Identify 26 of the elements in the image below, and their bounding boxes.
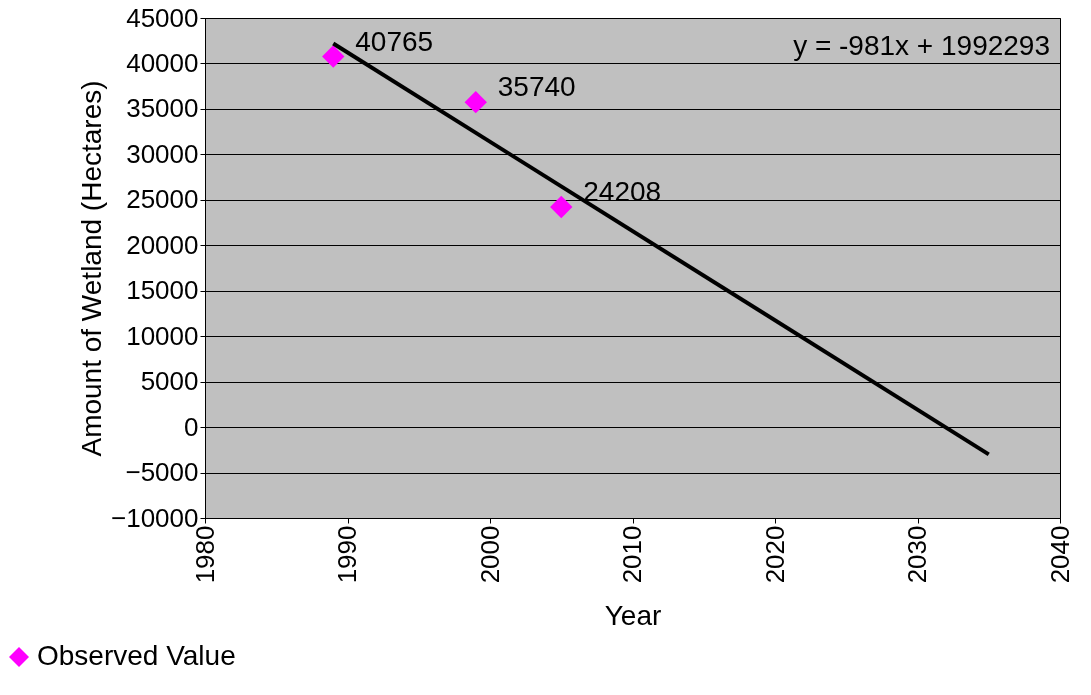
data-label: 40765	[355, 25, 434, 57]
point	[322, 45, 345, 68]
y-tick-label: 25000	[126, 184, 199, 215]
y-tick-label: −5000	[125, 457, 199, 488]
y-tick-label: 10000	[126, 320, 199, 351]
data-label: 35740	[497, 71, 576, 103]
y-tick-label: 30000	[126, 138, 199, 169]
y-tick-label: 35000	[126, 93, 199, 124]
y-tick-label: 0	[184, 411, 199, 442]
y-axis-title: Amount of Wetland (Hectares)	[76, 80, 108, 457]
x-tick-label: 2000	[474, 525, 505, 584]
y-tick-label: 45000	[126, 2, 199, 33]
x-tick-label: 2040	[1044, 525, 1075, 584]
y-tick-label: 15000	[126, 275, 199, 306]
x-tick-label: 2020	[759, 525, 790, 584]
annotation: y = -981x + 1992293	[793, 30, 1050, 61]
point	[464, 91, 487, 114]
y-tick-label: 5000	[140, 366, 199, 397]
y-tick-label: 20000	[126, 229, 199, 260]
point	[550, 195, 573, 219]
legend-label: Observed Value	[37, 640, 236, 671]
y-tick-label: 40000	[126, 47, 199, 78]
x-tick-label: 1990	[332, 525, 362, 584]
x-tick-label: 2010	[617, 525, 647, 584]
x-axis-title: Year	[604, 600, 662, 632]
x-tick-label: 2030	[902, 525, 932, 584]
